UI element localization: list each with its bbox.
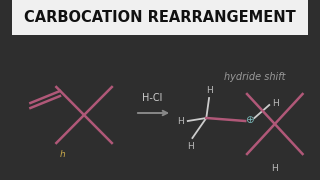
Text: H-Cl: H-Cl: [142, 93, 163, 103]
Text: H: H: [177, 116, 184, 125]
Text: H: H: [207, 86, 213, 95]
Text: CARBOCATION REARRANGEMENT: CARBOCATION REARRANGEMENT: [24, 10, 296, 24]
Text: h: h: [60, 150, 66, 159]
Text: ⊕: ⊕: [245, 115, 254, 125]
Text: hydride shift: hydride shift: [224, 72, 285, 82]
Text: H: H: [187, 142, 194, 151]
FancyBboxPatch shape: [12, 0, 308, 35]
Text: H: H: [272, 98, 279, 107]
Text: H: H: [271, 164, 278, 173]
